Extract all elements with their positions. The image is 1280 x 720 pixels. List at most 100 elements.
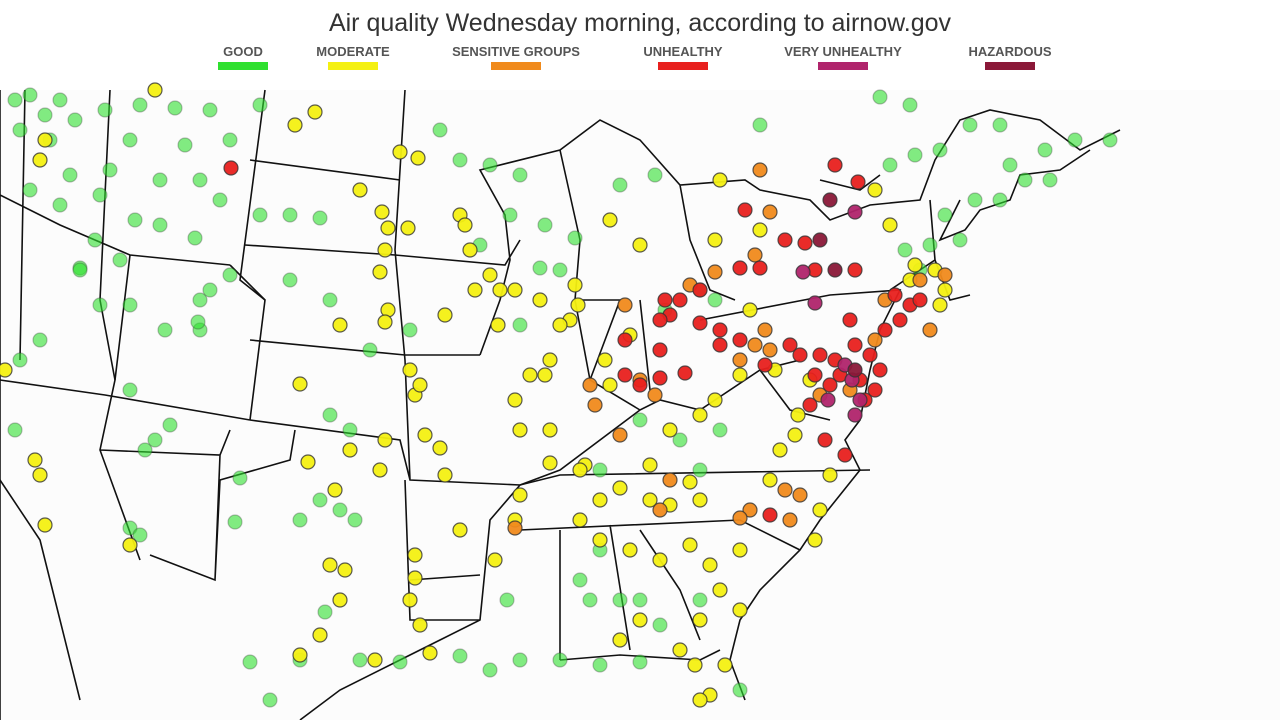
station-dot xyxy=(597,352,613,368)
station-dot xyxy=(37,132,53,148)
station-dot xyxy=(867,382,883,398)
station-dot xyxy=(682,537,698,553)
station-dot xyxy=(712,322,728,338)
station-dot xyxy=(432,122,448,138)
station-dot xyxy=(317,604,333,620)
station-dot xyxy=(412,377,428,393)
legend-swatch xyxy=(491,62,541,70)
station-dot xyxy=(137,442,153,458)
station-dot xyxy=(712,582,728,598)
station-dot xyxy=(410,150,426,166)
station-dot xyxy=(287,117,303,133)
station-dot xyxy=(232,470,248,486)
station-dot xyxy=(507,282,523,298)
station-dot xyxy=(374,204,390,220)
station-dot xyxy=(782,512,798,528)
station-dot xyxy=(807,532,823,548)
station-dot xyxy=(22,87,38,103)
station-dot xyxy=(572,572,588,588)
station-dot xyxy=(747,337,763,353)
station-dot xyxy=(652,552,668,568)
station-dot xyxy=(692,692,708,708)
station-dot xyxy=(147,82,163,98)
station-dot xyxy=(167,100,183,116)
legend-label: HAZARDOUS xyxy=(968,44,1051,59)
station-dot xyxy=(532,260,548,276)
station-dot xyxy=(632,237,648,253)
station-dot xyxy=(847,362,863,378)
station-dot xyxy=(737,202,753,218)
station-dot xyxy=(792,347,808,363)
station-dot xyxy=(37,107,53,123)
station-dot xyxy=(312,210,328,226)
station-dot xyxy=(672,642,688,658)
station-dot xyxy=(937,207,953,223)
station-dot xyxy=(512,652,528,668)
station-dot xyxy=(222,132,238,148)
station-dot xyxy=(1002,157,1018,173)
station-dot xyxy=(322,407,338,423)
station-dot xyxy=(617,297,633,313)
station-dot xyxy=(752,117,768,133)
station-dot xyxy=(87,232,103,248)
station-dot xyxy=(422,645,438,661)
station-dot xyxy=(692,592,708,608)
station-dot xyxy=(0,362,13,378)
station-dot xyxy=(582,592,598,608)
station-dot xyxy=(762,342,778,358)
station-dot xyxy=(592,492,608,508)
station-dot xyxy=(402,362,418,378)
station-dot xyxy=(822,192,838,208)
station-dot xyxy=(682,474,698,490)
station-dot xyxy=(937,267,953,283)
station-dot xyxy=(452,522,468,538)
station-dot xyxy=(102,162,118,178)
station-dot xyxy=(992,117,1008,133)
station-dot xyxy=(862,347,878,363)
station-dot xyxy=(507,520,523,536)
legend: GOOD MODERATE SENSITIVE GROUPS UNHEALTHY VER… xyxy=(218,44,1052,70)
station-dot xyxy=(922,322,938,338)
station-dot xyxy=(662,472,678,488)
station-dot xyxy=(742,502,758,518)
station-dot xyxy=(817,432,833,448)
station-dot xyxy=(812,347,828,363)
legend-swatch xyxy=(818,62,868,70)
station-dot xyxy=(162,417,178,433)
station-dot xyxy=(632,612,648,628)
station-dot xyxy=(702,557,718,573)
station-dot xyxy=(692,462,708,478)
station-dot xyxy=(795,264,811,280)
station-dot xyxy=(227,514,243,530)
station-dot xyxy=(732,367,748,383)
station-dot xyxy=(632,377,648,393)
legend-swatch xyxy=(985,62,1035,70)
station-dot xyxy=(807,367,823,383)
station-dot xyxy=(152,172,168,188)
station-dot xyxy=(292,512,308,528)
station-dot xyxy=(897,242,913,258)
station-dot xyxy=(752,222,768,238)
station-dot xyxy=(692,315,708,331)
station-dot xyxy=(662,422,678,438)
station-dot xyxy=(537,367,553,383)
station-dot xyxy=(192,172,208,188)
station-dot xyxy=(252,97,268,113)
station-dot xyxy=(1037,142,1053,158)
station-dot xyxy=(967,192,983,208)
station-dot xyxy=(732,352,748,368)
station-dot xyxy=(732,510,748,526)
station-dot xyxy=(867,332,883,348)
station-dot xyxy=(347,512,363,528)
station-dot xyxy=(932,142,948,158)
station-dot xyxy=(400,220,416,236)
station-dot xyxy=(707,264,723,280)
legend-swatch xyxy=(658,62,708,70)
station-dot xyxy=(847,407,863,423)
legend-label: GOOD xyxy=(223,44,263,59)
station-dot xyxy=(122,382,138,398)
station-dot xyxy=(7,92,23,108)
station-dot xyxy=(707,392,723,408)
station-dot xyxy=(12,122,28,138)
